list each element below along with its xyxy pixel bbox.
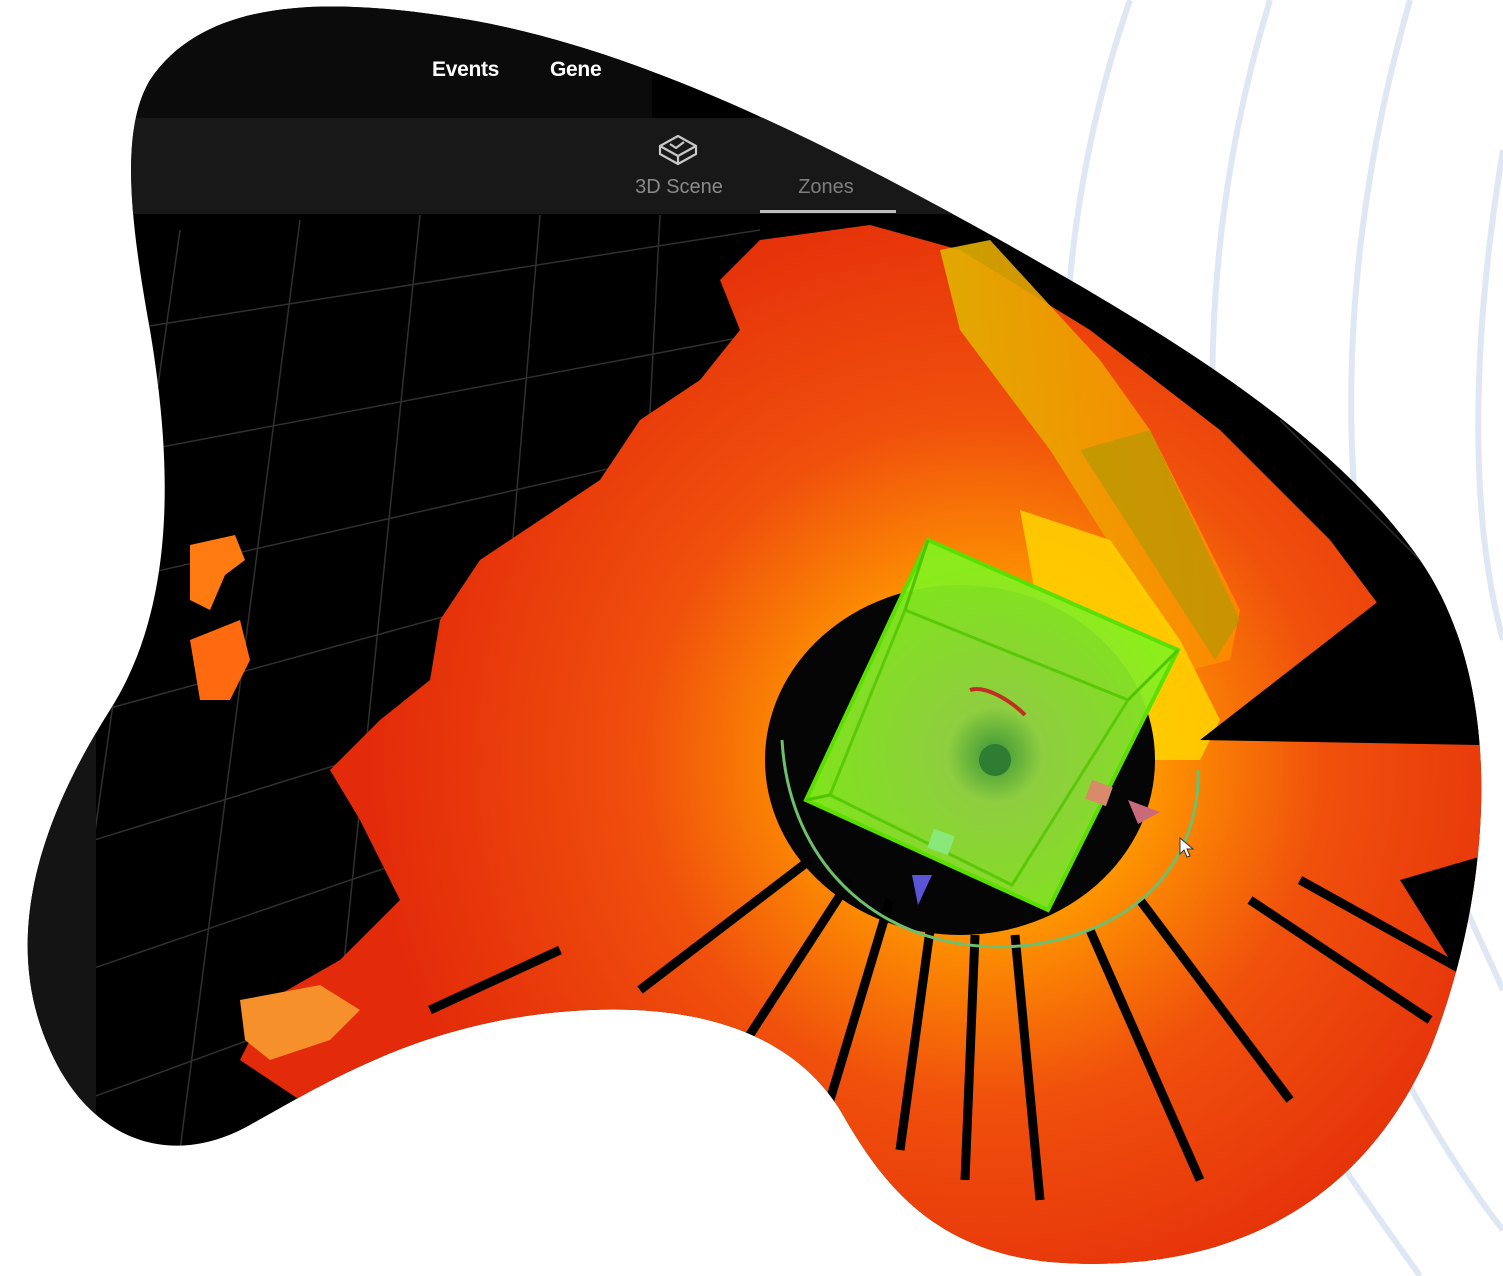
tab-zones[interactable]: Zones bbox=[798, 176, 854, 198]
resize-handle[interactable] bbox=[1085, 779, 1113, 807]
point-cloud-fragment bbox=[240, 985, 360, 1060]
mouse-cursor-icon bbox=[1179, 836, 1195, 858]
nav-item-general[interactable]: General bbox=[550, 58, 602, 81]
resize-handle[interactable] bbox=[927, 828, 955, 856]
nav-item-events[interactable]: Events bbox=[432, 58, 500, 81]
wall-shadow bbox=[1080, 430, 1240, 660]
move-handle-arrow[interactable] bbox=[912, 875, 932, 905]
void-region bbox=[1200, 600, 1482, 760]
active-tab-indicator bbox=[760, 210, 896, 213]
view-toolbar bbox=[27, 118, 1482, 214]
shadow-rays bbox=[428, 856, 1482, 1201]
move-handle-arrow[interactable] bbox=[1128, 800, 1160, 824]
point-cloud-fragment bbox=[190, 535, 245, 610]
zone-box[interactable] bbox=[803, 537, 1181, 913]
point-cloud-fragment bbox=[190, 620, 250, 700]
tab-3d-scene[interactable]: 3D Scene bbox=[635, 176, 723, 198]
point-cloud-artifact bbox=[969, 687, 1027, 717]
sensor-origin bbox=[979, 744, 1011, 776]
side-panel bbox=[27, 214, 96, 1264]
rotation-ring[interactable] bbox=[780, 739, 1200, 949]
3d-box-icon bbox=[658, 134, 698, 166]
